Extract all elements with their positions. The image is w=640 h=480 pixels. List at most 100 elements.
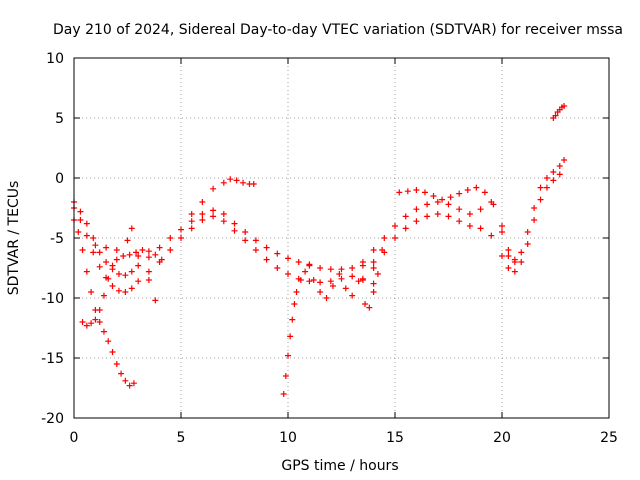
data-point xyxy=(220,211,227,217)
data-point xyxy=(199,199,206,205)
x-tick-label: 5 xyxy=(177,430,186,446)
x-tick-label: 10 xyxy=(279,430,297,446)
data-point xyxy=(105,275,112,282)
data-point xyxy=(92,316,99,323)
data-point xyxy=(96,249,103,256)
data-point xyxy=(92,242,99,249)
data-point xyxy=(103,259,110,265)
data-point xyxy=(413,218,420,225)
x-tick-label: 15 xyxy=(386,430,404,446)
data-point xyxy=(126,382,133,389)
data-point xyxy=(561,103,568,109)
data-point xyxy=(115,271,122,277)
data-point xyxy=(199,217,206,223)
series-track-j xyxy=(550,103,568,121)
data-point xyxy=(122,377,129,384)
data-point xyxy=(124,237,131,244)
data-point xyxy=(317,289,324,295)
series-track-e xyxy=(188,176,257,217)
data-point xyxy=(543,175,550,181)
y-tick-label: 0 xyxy=(55,171,64,187)
data-point xyxy=(274,265,281,271)
data-point xyxy=(145,248,152,255)
data-point xyxy=(481,189,488,196)
data-point xyxy=(349,265,356,271)
data-point xyxy=(456,218,463,225)
data-point xyxy=(327,278,334,285)
data-point xyxy=(505,247,512,253)
data-point xyxy=(156,244,163,251)
data-point xyxy=(220,218,227,225)
y-tick-label: 10 xyxy=(46,51,64,67)
data-point xyxy=(128,285,135,292)
data-point xyxy=(445,213,452,220)
data-point xyxy=(447,194,454,201)
data-point xyxy=(105,338,112,345)
data-point xyxy=(145,268,152,275)
data-point xyxy=(88,289,95,295)
data-point xyxy=(413,187,420,193)
data-point xyxy=(306,278,313,285)
data-point xyxy=(537,196,544,203)
x-axis-title: GPS time / hours xyxy=(281,458,398,474)
data-point xyxy=(488,232,495,239)
data-point xyxy=(336,271,343,277)
data-point xyxy=(355,278,362,285)
data-point xyxy=(122,272,129,279)
data-point xyxy=(342,285,349,292)
data-point xyxy=(231,227,238,234)
data-point xyxy=(285,255,291,262)
data-point xyxy=(306,261,313,268)
data-point xyxy=(126,251,133,258)
y-axis-title: SDTVAR / TECUs xyxy=(6,181,22,296)
data-point xyxy=(289,316,296,323)
data-point xyxy=(511,256,518,263)
data-point xyxy=(396,189,403,196)
data-point xyxy=(178,235,184,241)
data-point xyxy=(79,247,86,253)
data-point xyxy=(456,206,463,213)
data-point xyxy=(359,259,366,265)
data-point xyxy=(505,253,512,259)
data-point xyxy=(103,244,110,251)
y-tick-label: -10 xyxy=(41,291,64,307)
data-point xyxy=(404,188,411,195)
data-point xyxy=(100,292,107,299)
data-point xyxy=(135,278,142,285)
series-track-i xyxy=(396,184,518,263)
data-point xyxy=(439,196,446,203)
data-point xyxy=(231,220,238,227)
data-point xyxy=(145,254,152,261)
data-point xyxy=(349,292,356,299)
data-point xyxy=(199,211,206,217)
data-point xyxy=(413,206,420,213)
x-tick-label: 25 xyxy=(600,430,618,446)
data-point xyxy=(109,283,116,289)
data-point xyxy=(374,271,381,277)
data-point xyxy=(242,229,249,235)
data-point xyxy=(561,157,568,163)
data-point xyxy=(83,322,90,329)
data-point xyxy=(295,259,302,265)
data-point xyxy=(392,235,398,241)
data-point xyxy=(139,247,146,253)
data-point xyxy=(370,259,377,265)
data-point xyxy=(362,301,369,307)
data-point xyxy=(188,218,195,225)
data-point xyxy=(381,235,388,241)
data-point xyxy=(556,163,563,169)
data-point xyxy=(421,189,428,196)
data-point xyxy=(252,247,259,253)
y-tick-label: -5 xyxy=(50,231,64,247)
data-point xyxy=(113,247,120,253)
data-point xyxy=(464,187,471,193)
data-point xyxy=(285,271,291,277)
data-point xyxy=(349,273,356,280)
data-point xyxy=(188,225,195,232)
data-point xyxy=(77,217,84,223)
data-point xyxy=(477,206,484,213)
data-point xyxy=(370,289,377,295)
data-point xyxy=(402,225,409,232)
data-point xyxy=(130,380,137,387)
